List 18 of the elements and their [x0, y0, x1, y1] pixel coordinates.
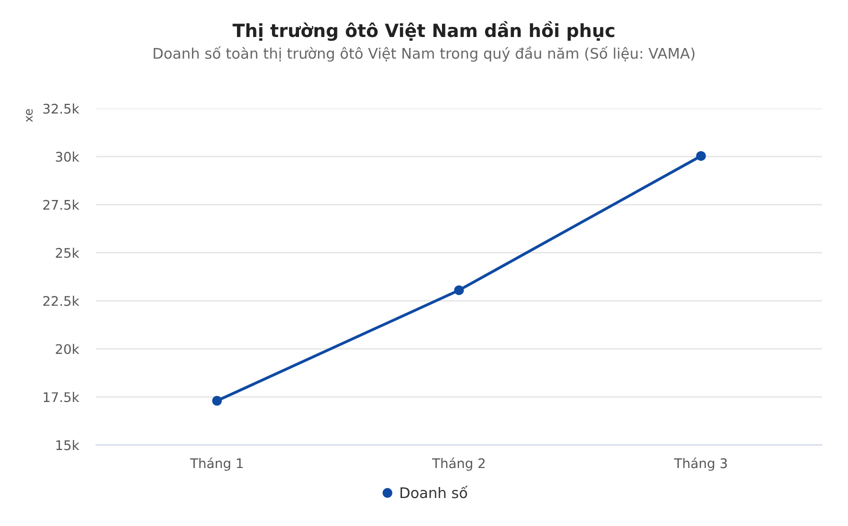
x-tick-label: Tháng 2 — [432, 458, 485, 471]
point — [212, 396, 222, 406]
y-tick-label: 25k — [56, 248, 80, 258]
y-axis-title: xe — [26, 109, 33, 122]
legend-label: Doanh số — [400, 486, 468, 498]
chart-title: Thị trường ôtô Việt Nam dần hồi phục — [232, 21, 614, 41]
point — [696, 151, 706, 161]
y-tick-label: 27.5k — [43, 200, 80, 210]
y-tick-label: 17.5k — [44, 392, 80, 402]
x-tick-label: Tháng 1 — [190, 458, 243, 471]
y-tick-label: 22.5k — [43, 296, 80, 306]
point — [454, 285, 464, 296]
y-tick-label: 15k — [56, 440, 80, 450]
y-tick-label: 20k — [56, 344, 80, 354]
y-tick-label: 32.5k — [43, 103, 80, 114]
x-tick-label: Tháng 3 — [674, 458, 727, 471]
y-tick-label: 30k — [56, 152, 80, 162]
chart-subtitle: Doanh số toàn thị trường ôtô Việt Nam trong quý đầu năm (Số liệu: VAMA) — [154, 46, 694, 62]
